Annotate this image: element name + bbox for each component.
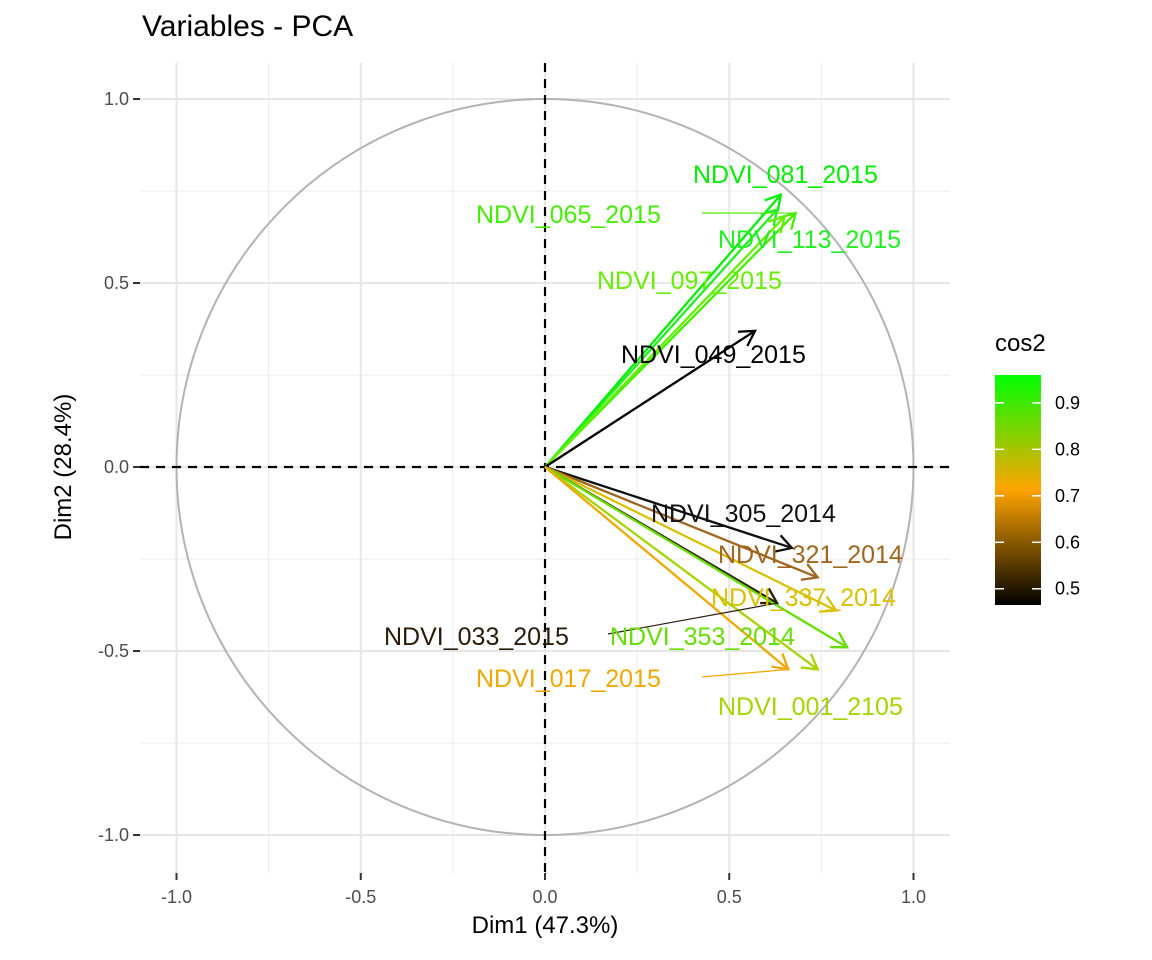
variable-arrow xyxy=(544,215,787,468)
variable-label: NDVI_001_2105 xyxy=(718,693,903,721)
arrow-head xyxy=(800,563,820,581)
legend-tick-label: 0.5 xyxy=(1055,579,1080,599)
variable-arrow xyxy=(544,465,820,581)
arrow-shaft xyxy=(544,466,848,649)
legend-tick-label: 0.8 xyxy=(1055,439,1080,459)
arrow-shaft xyxy=(544,465,819,579)
arrow-head xyxy=(764,192,783,212)
x-tick-label: 0.5 xyxy=(717,887,742,907)
y-tick-label: 1.0 xyxy=(104,89,129,109)
legend-tick-label: 0.9 xyxy=(1055,393,1080,413)
y-tick-label: 0.0 xyxy=(104,457,129,477)
legend-title: cos2 xyxy=(995,330,1046,357)
x-tick-label: 0.0 xyxy=(532,887,557,907)
arrow-shaft xyxy=(544,215,786,468)
x-tick-label: -1.0 xyxy=(161,887,192,907)
variable-arrow xyxy=(544,465,839,613)
chart-title: Variables - PCA xyxy=(142,10,354,43)
variable-label: NDVI_017_2015 xyxy=(476,665,661,693)
legend-tick-label: 0.6 xyxy=(1055,532,1080,552)
arrow-shaft xyxy=(544,329,756,468)
variable-arrows xyxy=(544,192,850,671)
arrow-shaft xyxy=(544,466,819,671)
arrow-shaft xyxy=(544,193,782,468)
variable-arrow xyxy=(544,192,783,468)
arrow-head xyxy=(767,215,787,234)
variable-arrow xyxy=(544,329,757,468)
variable-label: NDVI_113_2015 xyxy=(718,226,901,254)
x-axis-label: Dim1 (47.3%) xyxy=(471,912,619,939)
label-leader-lines xyxy=(607,212,796,678)
variable-arrow xyxy=(544,466,850,649)
variable-label: NDVI_337_2014 xyxy=(711,584,896,612)
arrow-head xyxy=(800,653,820,671)
variable-label: NDVI_033_2015 xyxy=(384,623,569,651)
variable-label: NDVI_049_2015 xyxy=(621,341,806,369)
label-leader-line xyxy=(607,602,778,635)
arrow-head xyxy=(830,631,850,649)
label-leader-line xyxy=(701,668,789,678)
arrow-head xyxy=(819,595,839,613)
arrow-head xyxy=(738,329,757,347)
arrow-head xyxy=(775,534,795,553)
y-tick-label: 0.5 xyxy=(104,273,129,293)
x-tick-label: -0.5 xyxy=(345,887,376,907)
variable-label: NDVI_353_2014 xyxy=(610,623,795,651)
variable-labels: NDVI_081_2015 NDVI_065_2015 NDVI_113_2015 N… xyxy=(384,161,903,721)
arrow-shaft xyxy=(544,208,779,468)
legend-tick-label: 0.7 xyxy=(1055,486,1080,506)
legend-colorbar xyxy=(995,375,1041,605)
variable-label: NDVI_321_2014 xyxy=(718,541,903,569)
arrow-shaft xyxy=(544,466,789,671)
arrow-shaft xyxy=(544,465,793,550)
variable-label: NDVI_081_2015 xyxy=(693,161,878,189)
axes: -1.0 -0.5 0.0 0.5 1.0 -1.0 -0.5 0.0 0.5 1.0 xyxy=(98,89,926,907)
arrow-shaft xyxy=(544,465,837,612)
variable-arrow xyxy=(544,465,795,553)
y-tick-label: -0.5 xyxy=(98,641,129,661)
x-tick-label: 1.0 xyxy=(901,887,926,907)
y-tick-label: -1.0 xyxy=(98,825,129,845)
variable-label: NDVI_097_2015 xyxy=(597,267,782,295)
variable-arrow xyxy=(544,466,820,671)
color-legend: 0.5 0.6 0.7 0.8 0.9 xyxy=(995,375,1080,605)
variable-label: NDVI_305_2014 xyxy=(651,500,836,528)
variable-label: NDVI_065_2015 xyxy=(476,201,661,229)
